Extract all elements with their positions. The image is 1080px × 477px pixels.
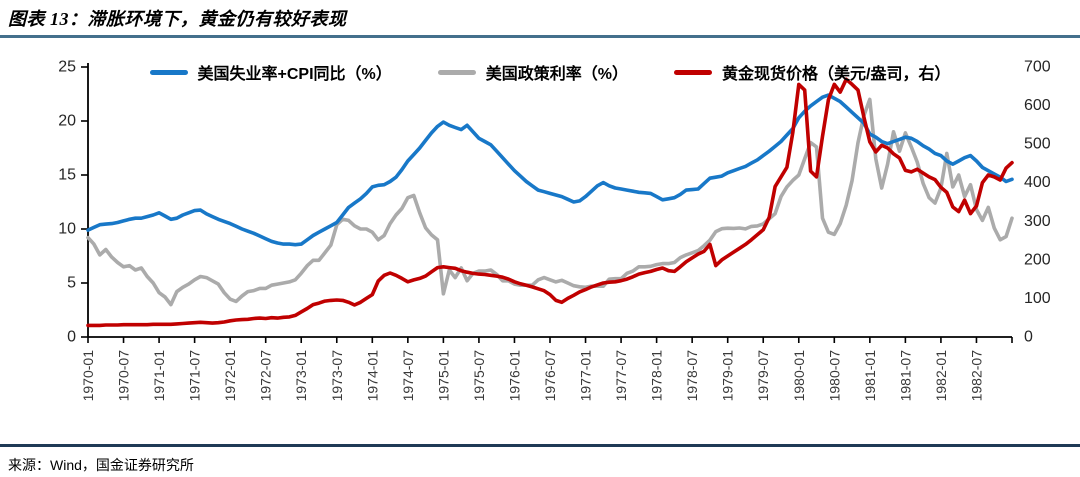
legend-label: 美国政策利率（%） bbox=[485, 66, 629, 83]
x-axis-tick-label: 1976-01 bbox=[506, 350, 522, 402]
x-axis-tick-label: 1970-07 bbox=[116, 350, 132, 402]
gray-line-swatch-icon bbox=[437, 69, 476, 75]
series-line-0 bbox=[86, 93, 1014, 247]
left-axis-tick-label: 5 bbox=[67, 275, 76, 292]
left-axis-tick-label: 10 bbox=[58, 221, 76, 238]
source-text: 来源：Wind，国金证券研究所 bbox=[8, 457, 194, 473]
legend-label: 美国失业率+CPI同比（%） bbox=[197, 66, 392, 83]
x-axis-tick-label: 1973-01 bbox=[293, 350, 309, 402]
right-axis-tick-label: 300 bbox=[1024, 213, 1051, 230]
chart-title: 图表 13：滞胀环境下，黄金仍有较好表现 bbox=[8, 9, 347, 29]
red-line-swatch-icon bbox=[674, 69, 713, 75]
legend-item-policy-rate: 美国政策利率（%） bbox=[437, 60, 629, 84]
x-axis-tick-label: 1981-01 bbox=[862, 350, 878, 402]
x-axis-tick-label: 1980-01 bbox=[791, 350, 807, 402]
x-axis-tick-label: 1982-07 bbox=[968, 350, 984, 402]
title-underline-rule bbox=[0, 35, 1080, 38]
x-axis-tick-label: 1980-07 bbox=[826, 350, 842, 402]
x-axis-tick-label: 1982-01 bbox=[933, 350, 949, 402]
right-axis-tick-label: 100 bbox=[1024, 290, 1051, 307]
x-axis-tick-label: 1973-07 bbox=[329, 350, 345, 402]
x-axis-tick-label: 1975-01 bbox=[435, 350, 451, 402]
left-axis-tick-label: 0 bbox=[67, 329, 76, 346]
x-axis-tick-label: 1975-07 bbox=[471, 350, 487, 402]
x-axis-tick-label: 1974-07 bbox=[400, 350, 416, 402]
x-axis-tick-label: 1971-01 bbox=[151, 350, 167, 402]
right-axis-tick-label: 700 bbox=[1024, 59, 1051, 76]
x-axis-tick-label: 1972-07 bbox=[258, 350, 274, 402]
left-axis-tick-label: 15 bbox=[58, 167, 76, 184]
blue-line-swatch-icon bbox=[149, 69, 188, 75]
chart-legend: 美国失业率+CPI同比（%） 美国政策利率（%） 黄金现货价格（美元/盎司，右） bbox=[88, 61, 1012, 83]
x-axis-tick-label: 1971-07 bbox=[187, 350, 203, 402]
x-axis-tick-label: 1981-07 bbox=[897, 350, 913, 402]
series-line-1 bbox=[86, 97, 1014, 307]
right-axis-tick-label: 600 bbox=[1024, 97, 1051, 114]
x-axis-tick-label: 1977-07 bbox=[613, 350, 629, 402]
series-line-2 bbox=[86, 77, 1014, 328]
x-axis-tick-label: 1979-01 bbox=[720, 350, 736, 402]
source-band: 来源：Wind，国金证券研究所 bbox=[0, 444, 1080, 477]
x-axis-tick-label: 1978-07 bbox=[684, 350, 700, 402]
legend-item-gold-price: 黄金现货价格（美元/盎司，右） bbox=[674, 60, 950, 84]
legend-item-misery-index: 美国失业率+CPI同比（%） bbox=[149, 60, 392, 84]
right-axis-tick-label: 200 bbox=[1024, 251, 1051, 268]
left-axis-tick-label: 25 bbox=[58, 59, 76, 76]
x-axis-tick-label: 1977-01 bbox=[578, 350, 594, 402]
right-axis-tick-label: 400 bbox=[1024, 174, 1051, 191]
x-axis-tick-label: 1978-01 bbox=[649, 350, 665, 402]
right-axis-tick-label: 0 bbox=[1024, 329, 1033, 346]
x-axis-tick-label: 1974-01 bbox=[364, 350, 380, 402]
left-axis-tick-label: 20 bbox=[58, 113, 76, 130]
x-axis-tick-label: 1972-01 bbox=[222, 350, 238, 402]
x-axis-tick-label: 1976-07 bbox=[542, 350, 558, 402]
legend-label: 黄金现货价格（美元/盎司，右） bbox=[722, 66, 951, 83]
x-axis-tick-label: 1970-01 bbox=[80, 350, 96, 402]
x-axis-tick-label: 1979-07 bbox=[755, 350, 771, 402]
right-axis-tick-label: 500 bbox=[1024, 136, 1051, 153]
